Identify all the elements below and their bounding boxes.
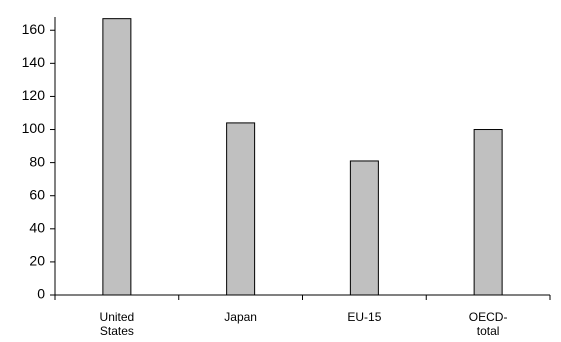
bar — [349, 160, 379, 296]
y-tick-label: 20 — [29, 253, 45, 269]
y-tick-label: 40 — [29, 220, 45, 236]
x-tick-label: OECD-total — [468, 310, 508, 338]
y-tick-label: 140 — [22, 54, 46, 70]
x-tick-label: United States — [99, 310, 135, 338]
y-tick-label: 60 — [29, 186, 45, 202]
y-tick-label: 80 — [29, 153, 45, 169]
y-tick-label: 160 — [22, 21, 46, 37]
bar — [226, 122, 256, 296]
bar — [473, 129, 503, 296]
bar — [102, 18, 132, 296]
x-tick-label: Japan — [224, 310, 257, 324]
x-tick-label: EU-15 — [347, 310, 382, 324]
y-tick-label: 100 — [22, 120, 46, 136]
y-tick-label: 0 — [37, 286, 45, 302]
y-tick-label: 120 — [22, 87, 46, 103]
